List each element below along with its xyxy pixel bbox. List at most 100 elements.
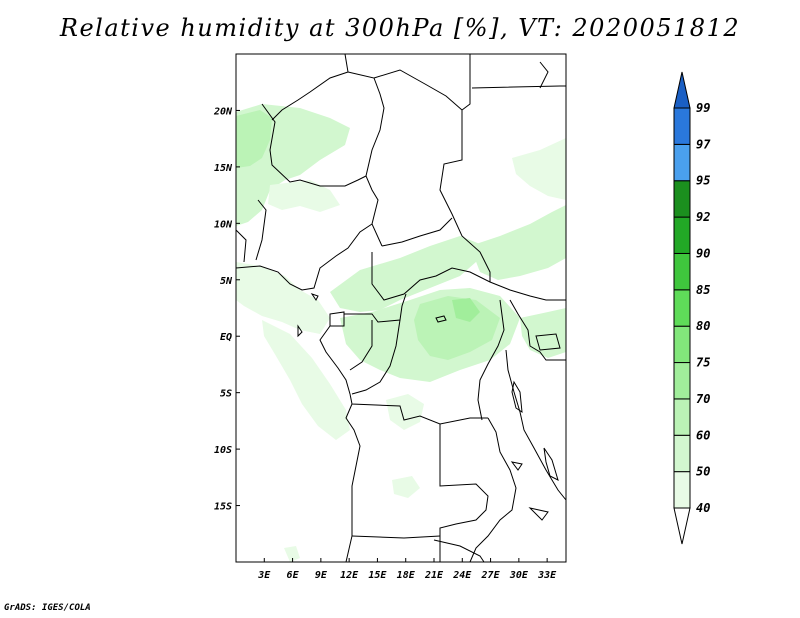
- colorbar-label: 97: [696, 137, 711, 151]
- humidity-region-south: [392, 476, 420, 498]
- border-line: [439, 110, 491, 282]
- lake-outline: [511, 380, 523, 414]
- colorbar-bin: [673, 325, 691, 364]
- humidity-region-northwest-core: [236, 110, 272, 168]
- lon-tick-label: 9E: [315, 570, 328, 581]
- lakes: [297, 293, 559, 481]
- colorbar-bin: [673, 289, 691, 327]
- lat-tick-label: 10S: [214, 445, 232, 456]
- lon-tick-label: 27E: [481, 570, 501, 581]
- colorbar-bin: [673, 143, 691, 182]
- grads-credit: GrADS: IGES/COLA: [4, 603, 91, 613]
- colorbar-label: 60: [696, 428, 710, 442]
- humidity-region-congo-spot: [452, 298, 480, 322]
- lon-tick-label: 15E: [368, 570, 387, 581]
- colorbar-label: 85: [696, 283, 710, 297]
- border-line: [347, 71, 385, 247]
- colorbar-label: 92: [696, 210, 710, 224]
- lon-tick-label: 6E: [287, 570, 300, 581]
- colorbar-bin: [673, 362, 691, 400]
- colorbar-label: 90: [696, 246, 710, 260]
- border-line: [439, 424, 489, 562]
- colorbar-bin: [673, 180, 691, 218]
- humidity-shading: [236, 104, 566, 562]
- colorbar-bin: [673, 398, 691, 436]
- humidity-region-central-band: [330, 236, 480, 312]
- colorbar-bin: [673, 107, 691, 145]
- border-line: [345, 403, 361, 563]
- colorbar-upper-extend: [673, 71, 691, 109]
- lon-tick-label: 24E: [452, 570, 472, 581]
- map-panel: [235, 53, 567, 563]
- lat-tick-label: 5N: [220, 276, 233, 287]
- border-line: [235, 229, 247, 263]
- border-line: [469, 417, 517, 563]
- lon-tick-label: 12E: [340, 570, 359, 581]
- border-line: [255, 199, 267, 261]
- colorbar-label: 95: [696, 174, 710, 188]
- lake-outline: [543, 447, 559, 481]
- lat-tick-label: EQ: [220, 332, 232, 343]
- map-frame: [235, 53, 567, 563]
- border-line: [433, 539, 485, 563]
- colorbar-bin: [673, 216, 691, 254]
- border-line: [329, 311, 345, 327]
- border-line: [351, 319, 401, 395]
- humidity-region-southwest-plume: [262, 320, 350, 440]
- humidity-region-east-band: [470, 205, 566, 280]
- colorbar-lower-extend: [673, 507, 691, 545]
- border-line: [535, 333, 561, 351]
- colorbar-label: 70: [696, 392, 710, 406]
- border-line: [349, 393, 488, 425]
- border-line: [373, 54, 471, 111]
- lat-tick-label: 20N: [213, 106, 233, 117]
- humidity-region-east-lakes: [520, 308, 566, 358]
- lon-tick-label: 18E: [397, 570, 416, 581]
- chart-title: Relative humidity at 300hPa [%], VT: 202…: [59, 14, 741, 42]
- colorbar-bin: [673, 434, 691, 473]
- border-line: [319, 325, 351, 395]
- lon-tick-label: 30E: [509, 570, 529, 581]
- colorbar-label: 99: [696, 101, 710, 115]
- humidity-region-angola: [386, 394, 424, 430]
- border-line: [539, 61, 549, 89]
- lat-tick-label: 15N: [214, 163, 233, 174]
- colorbar-bin: [673, 252, 691, 291]
- colorbar-label: 50: [696, 465, 710, 479]
- country-borders: [235, 53, 567, 563]
- border-line: [344, 293, 407, 323]
- border-line: [477, 299, 505, 421]
- lake-outline: [297, 324, 303, 338]
- lon-tick-label: 21E: [424, 570, 444, 581]
- colorbar-bin: [673, 471, 691, 509]
- border-line: [351, 535, 441, 539]
- border-line: [349, 320, 373, 371]
- humidity-region-south-tip: [284, 546, 300, 562]
- border-line: [509, 299, 566, 361]
- lat-tick-label: 15S: [214, 502, 232, 513]
- lake-outline: [310, 293, 319, 301]
- border-line: [235, 223, 373, 291]
- lon-tick-label: 3E: [257, 570, 271, 581]
- border-line: [505, 349, 567, 501]
- border-line: [261, 103, 367, 187]
- lon-tick-label: 33E: [537, 570, 557, 581]
- lat-tick-label: 5S: [220, 389, 232, 400]
- colorbar-label: 80: [696, 319, 710, 333]
- humidity-region-west-coast: [236, 262, 330, 334]
- border-line: [381, 217, 453, 247]
- humidity-region-northeast: [512, 138, 566, 200]
- colorbar: 40 50 60 70 75 80 85 90 92 95 97 99: [673, 71, 711, 545]
- lake-outline: [435, 315, 447, 323]
- lat-tick-label: 10N: [214, 219, 233, 230]
- colorbar-label: 75: [696, 356, 710, 370]
- latitude-axis: 20N 15N 10N 5N EQ 5S 10S 15S: [213, 106, 240, 513]
- border-line: [471, 85, 566, 89]
- colorbar-label: 40: [696, 501, 710, 515]
- humidity-region-nw-strip: [268, 180, 340, 212]
- border-line: [528, 507, 549, 521]
- lake-outline: [510, 461, 523, 471]
- border-line: [371, 252, 566, 301]
- longitude-axis: 3E 6E 9E 12E 15E 18E 21E 24E 27E 30E 33E: [257, 558, 557, 581]
